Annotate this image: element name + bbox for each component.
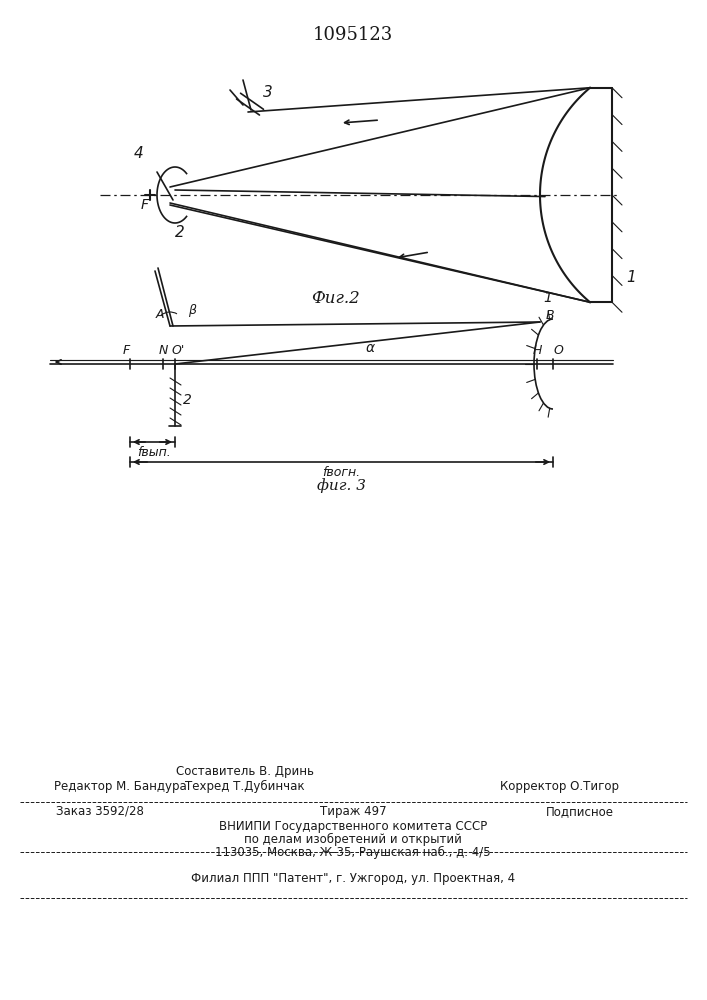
Text: 113035, Москва, Ж-35, Раушская наб., д. 4/5: 113035, Москва, Ж-35, Раушская наб., д. … bbox=[215, 846, 491, 859]
Text: 1: 1 bbox=[626, 270, 636, 285]
Text: по делам изобретений и открытий: по делам изобретений и открытий bbox=[244, 833, 462, 846]
Text: Техред Т.Дубинчак: Техред Т.Дубинчак bbox=[185, 780, 305, 793]
Text: 4: 4 bbox=[134, 146, 144, 161]
Text: Подписное: Подписное bbox=[546, 805, 614, 818]
Text: Составитель В. Дринь: Составитель В. Дринь bbox=[176, 765, 314, 778]
Text: O: O bbox=[553, 344, 563, 357]
Text: 3: 3 bbox=[263, 85, 273, 100]
Text: Тираж 497: Тираж 497 bbox=[320, 805, 386, 818]
Text: β: β bbox=[188, 304, 196, 317]
Text: Корректор О.Тигор: Корректор О.Тигор bbox=[501, 780, 619, 793]
Text: A: A bbox=[156, 308, 164, 321]
Text: 1: 1 bbox=[544, 291, 552, 305]
Text: F: F bbox=[141, 198, 149, 212]
Text: fвогн.: fвогн. bbox=[322, 466, 361, 479]
Text: α: α bbox=[366, 341, 375, 355]
Text: O': O' bbox=[171, 344, 185, 357]
Text: 2: 2 bbox=[183, 393, 192, 407]
Text: 1095123: 1095123 bbox=[313, 26, 393, 44]
Text: Филиал ППП "Патент", г. Ужгород, ул. Проектная, 4: Филиал ППП "Патент", г. Ужгород, ул. Про… bbox=[191, 872, 515, 885]
Text: N: N bbox=[158, 344, 168, 357]
Text: Редактор М. Бандура: Редактор М. Бандура bbox=[54, 780, 187, 793]
Text: B: B bbox=[546, 309, 554, 322]
Text: фиг. 3: фиг. 3 bbox=[317, 478, 366, 493]
Text: F: F bbox=[122, 344, 129, 357]
Text: Заказ 3592/28: Заказ 3592/28 bbox=[56, 805, 144, 818]
Text: H: H bbox=[532, 344, 542, 357]
Text: fвып.: fвып. bbox=[138, 446, 171, 459]
Text: ВНИИПИ Государственного комитета СССР: ВНИИПИ Государственного комитета СССР bbox=[219, 820, 487, 833]
Text: 2: 2 bbox=[175, 225, 185, 240]
Text: Фиг.2: Фиг.2 bbox=[310, 290, 359, 307]
